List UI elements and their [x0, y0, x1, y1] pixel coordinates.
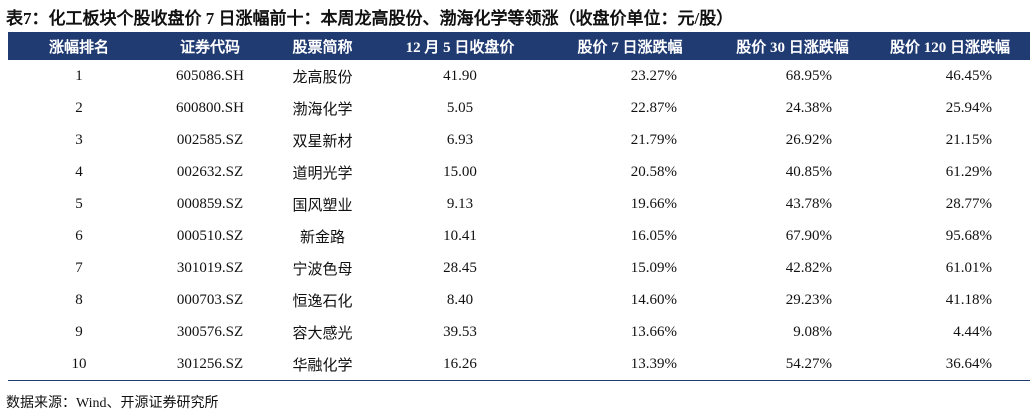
table-row: 4 002632.SZ 道明光学 15.00 20.58% 40.85% 61.29%: [8, 156, 1030, 188]
table-cell: 000859.SZ: [176, 195, 244, 212]
table-cell: 24.38%: [785, 99, 832, 116]
table-cell: 000510.SZ: [176, 227, 244, 244]
table-cell: 46.45%: [945, 67, 992, 84]
table-cell: 恒逸石化: [292, 293, 353, 310]
table-cell: 16.05%: [630, 227, 677, 244]
table-cell: 8.40: [446, 291, 474, 308]
table-cell: 15.09%: [630, 259, 677, 276]
table-cell: 华融化学: [270, 348, 375, 381]
table-row: 2 600800.SH 渤海化学 5.05 22.87% 24.38% 25.94%: [8, 92, 1030, 124]
table-cell: 4: [75, 163, 83, 180]
table-cell: 16.26: [375, 348, 545, 381]
table-cell: 5.05: [446, 99, 474, 116]
table-cell: 宁波色母: [292, 261, 353, 278]
table-row: 6 000510.SZ 新金路 10.41 16.05% 67.90% 95.68%: [8, 220, 1030, 252]
table-cell: 5: [75, 195, 83, 212]
table-cell: 21.79%: [630, 131, 677, 148]
table-row: 5 000859.SZ 国风塑业 9.13 19.66% 43.78% 28.77%: [8, 188, 1030, 220]
table-cell: 42.82%: [785, 259, 832, 276]
table-cell: 39.53: [443, 323, 477, 340]
table-cell: 19.66%: [630, 195, 677, 212]
table-cell: 龙高股份: [292, 69, 353, 86]
header-cell: 证券代码: [150, 32, 270, 60]
table-cell: 8: [75, 291, 83, 308]
table-cell: 3: [75, 131, 83, 148]
table-cell: 4.44%: [953, 323, 992, 340]
table-cell: 14.60%: [630, 291, 677, 308]
table-row: 3 002585.SZ 双星新材 6.93 21.79% 26.92% 21.15%: [8, 124, 1030, 156]
table-cell: 36.64%: [870, 348, 1030, 381]
table-cell: 10.41: [443, 227, 477, 244]
table-cell: 95.68%: [945, 227, 992, 244]
table-cell: 10: [8, 348, 150, 381]
table-cell: 43.78%: [785, 195, 832, 212]
table-cell: 9: [75, 323, 83, 340]
header-cell: 股价 30 日涨跌幅: [715, 32, 870, 60]
table-row: 8 000703.SZ 恒逸石化 8.40 14.60% 29.23% 41.18%: [8, 284, 1030, 316]
table-cell: 301019.SZ: [176, 259, 244, 276]
table-cell: 40.85%: [785, 163, 832, 180]
table-cell: 21.15%: [945, 131, 992, 148]
table-cell: 301256.SZ: [150, 348, 270, 381]
table-cell: 22.87%: [630, 99, 677, 116]
table-cell: 15.00: [443, 163, 477, 180]
table-cell: 1: [75, 67, 83, 84]
table-cell: 000703.SZ: [176, 291, 244, 308]
table-cell: 41.90: [443, 67, 477, 84]
table-cell: 容大感光: [292, 325, 353, 342]
table-cell: 300576.SZ: [176, 323, 244, 340]
data-table: 涨幅排名 证券代码 股票简称 12 月 5 日收盘价 股价 7 日涨跌幅 股价 30 日涨…: [8, 32, 1030, 381]
table-cell: 25.94%: [945, 99, 992, 116]
header-cell: 股价 120 日涨跌幅: [870, 32, 1030, 60]
table-cell: 国风塑业: [292, 197, 353, 214]
table-cell: 渤海化学: [292, 101, 353, 118]
header-row: 涨幅排名 证券代码 股票简称 12 月 5 日收盘价 股价 7 日涨跌幅 股价 30 日涨…: [8, 32, 1030, 60]
table-cell: 新金路: [299, 229, 345, 246]
header-cell: 股票简称: [270, 32, 375, 60]
table-cell: 002585.SZ: [176, 131, 244, 148]
table-cell: 61.01%: [945, 259, 992, 276]
table-cell: 23.27%: [630, 67, 677, 84]
table-cell: 67.90%: [785, 227, 832, 244]
table-cell: 68.95%: [785, 67, 832, 84]
table-cell: 002632.SZ: [176, 163, 244, 180]
table-cell: 28.77%: [945, 195, 992, 212]
table-row: 1 605086.SH 龙高股份 41.90 23.27% 68.95% 46.45%: [8, 60, 1030, 92]
table-cell: 54.27%: [715, 348, 870, 381]
table-body: 1 605086.SH 龙高股份 41.90 23.27% 68.95% 46.45% 2 60…: [8, 60, 1030, 381]
table-row: 7 301019.SZ 宁波色母 28.45 15.09% 42.82% 61.01%: [8, 252, 1030, 284]
table-row: 9 300576.SZ 容大感光 39.53 13.66% 9.08% 4.44%: [8, 316, 1030, 348]
table-cell: 26.92%: [785, 131, 832, 148]
table-cell: 9.13: [446, 195, 474, 212]
table-cell: 29.23%: [785, 291, 832, 308]
table-cell: 600800.SH: [176, 99, 244, 116]
table-cell: 20.58%: [630, 163, 677, 180]
table-cell: 28.45: [443, 259, 477, 276]
table-cell: 双星新材: [292, 133, 353, 150]
table-cell: 道明光学: [292, 165, 353, 182]
table-cell: 13.39%: [545, 348, 715, 381]
table-cell: 61.29%: [945, 163, 992, 180]
table-cell: 7: [75, 259, 83, 276]
table-cell: 6.93: [446, 131, 474, 148]
header-cell: 涨幅排名: [8, 32, 150, 60]
table-cell: 13.66%: [630, 323, 677, 340]
table-cell: 2: [75, 99, 83, 116]
header-cell: 股价 7 日涨跌幅: [545, 32, 715, 60]
table-title: 表7：化工板块个股收盘价 7 日涨幅前十：本周龙高股份、渤海化学等领涨（收盘价单…: [6, 9, 734, 28]
table-cell: 6: [75, 227, 83, 244]
table-cell: 41.18%: [945, 291, 992, 308]
header-cell: 12 月 5 日收盘价: [375, 32, 545, 60]
table-row: 10 301256.SZ 华融化学 16.26 13.39% 54.27% 36.64%: [8, 348, 1030, 381]
source-note: 数据来源：Wind、开源证券研究所: [6, 396, 219, 411]
table-cell: 605086.SH: [176, 67, 244, 84]
table-cell: 9.08%: [793, 323, 832, 340]
